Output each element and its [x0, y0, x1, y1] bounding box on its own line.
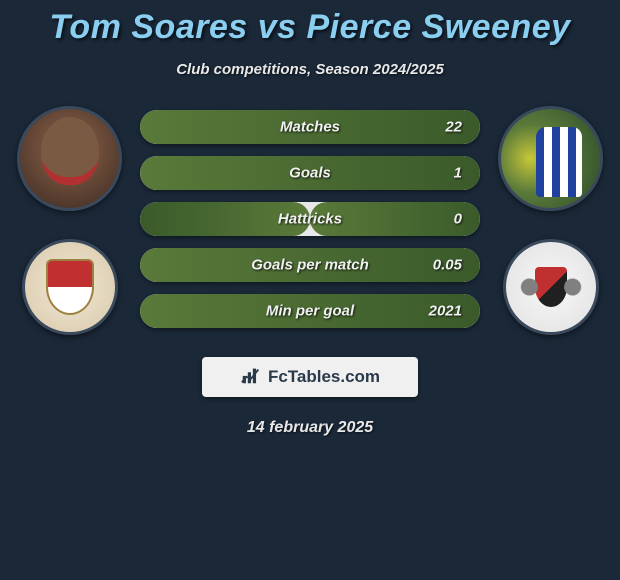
stat-label: Goals per match [251, 257, 369, 274]
brand-badge: FcTables.com [202, 357, 418, 397]
date-text: 14 february 2025 [0, 419, 620, 437]
right-column [498, 106, 603, 335]
player2-name: Pierce Sweeney [307, 8, 571, 46]
stat-value-right: 22 [445, 119, 462, 136]
subtitle: Club competitions, Season 2024/2025 [0, 61, 620, 78]
vs-text: vs [258, 8, 297, 46]
stat-bar: Goals per match 0.05 [140, 248, 480, 282]
player2-club-badge [503, 239, 599, 335]
stat-bar: Hattricks 0 [140, 202, 480, 236]
stat-label: Min per goal [266, 303, 354, 320]
stat-value-right: 0 [454, 211, 462, 228]
chart-icon [240, 364, 262, 391]
stat-label: Matches [280, 119, 340, 136]
page-title: Tom Soares vs Pierce Sweeney [0, 8, 620, 47]
player2-avatar [498, 106, 603, 211]
stat-bar: Matches 22 [140, 110, 480, 144]
stat-bar: Min per goal 2021 [140, 294, 480, 328]
left-column [17, 106, 122, 335]
stat-label: Hattricks [278, 211, 342, 228]
stat-value-right: 1 [454, 165, 462, 182]
comparison-card: Tom Soares vs Pierce Sweeney Club compet… [0, 0, 620, 437]
stat-label: Goals [289, 165, 331, 182]
player1-avatar [17, 106, 122, 211]
stats-list: Matches 22 Goals 1 Hattricks 0 Goals per match… [140, 106, 480, 328]
brand-text: FcTables.com [268, 367, 380, 387]
main-row: Matches 22 Goals 1 Hattricks 0 Goals per match… [0, 106, 620, 335]
stat-bar: Goals 1 [140, 156, 480, 190]
stat-value-right: 2021 [429, 303, 462, 320]
player1-name: Tom Soares [49, 8, 247, 46]
player1-club-badge [22, 239, 118, 335]
stat-value-right: 0.05 [433, 257, 462, 274]
